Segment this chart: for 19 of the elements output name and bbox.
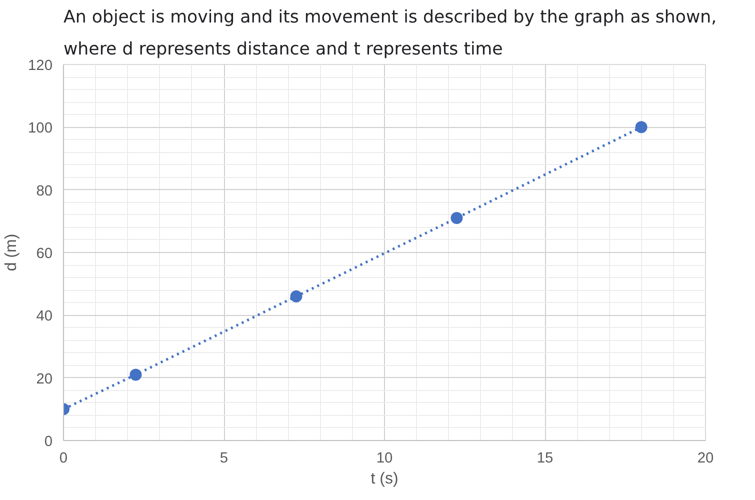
y-tick-label: 60 — [36, 246, 53, 262]
x-tick-label: 5 — [220, 450, 228, 466]
y-tick-label: 40 — [36, 308, 53, 325]
x-tick-label: 20 — [697, 450, 714, 466]
point — [130, 368, 142, 381]
x-tick-label: 10 — [376, 450, 393, 466]
y-tick-label: 100 — [28, 120, 53, 137]
point — [450, 212, 463, 224]
y-axis-title: d (m) — [3, 234, 20, 272]
y-tick-label: 20 — [36, 371, 53, 388]
x-tick-label: 0 — [59, 450, 68, 466]
y-tick-label: 0 — [44, 434, 53, 450]
chart-title: An object is moving and its movement is described by the graph as shown, where d represents distance and t represents time — [64, 8, 717, 60]
point — [635, 121, 648, 134]
x-tick-label: 15 — [536, 450, 554, 466]
x-axis-title: t (s) — [370, 470, 398, 488]
y-tick-label: 120 — [28, 58, 53, 74]
point — [290, 290, 302, 302]
y-tick-label: 80 — [36, 183, 53, 200]
